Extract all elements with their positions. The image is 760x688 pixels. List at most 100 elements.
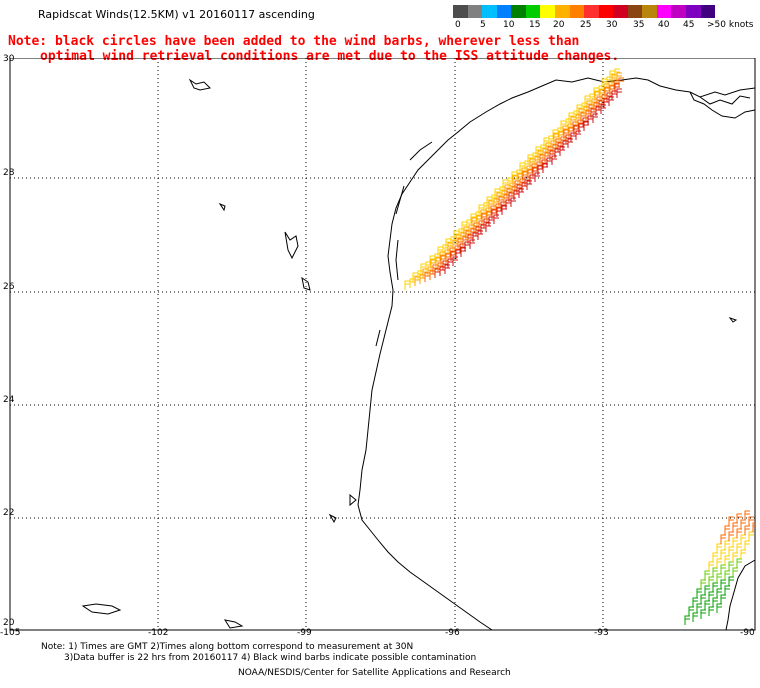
wind-barb	[732, 537, 738, 547]
wind-barb	[744, 510, 750, 520]
colorbar-label: 45	[683, 20, 695, 30]
wind-barb	[494, 188, 500, 198]
wind-barb	[744, 525, 750, 535]
wind-barb	[748, 516, 754, 526]
wind-barb	[502, 179, 508, 189]
wind-barb	[704, 585, 710, 595]
colorbar-label: 30	[606, 20, 618, 30]
map-frame	[9, 58, 756, 631]
wind-barb	[584, 95, 590, 105]
wind-barb	[700, 579, 706, 589]
lon-label: -96	[445, 628, 460, 638]
colorbar-segment	[482, 5, 497, 18]
colorbar-segment	[671, 5, 686, 18]
wind-barb	[696, 588, 702, 598]
lat-label: 26	[3, 282, 15, 292]
colorbar-label: 40	[658, 20, 670, 30]
wind-barb	[736, 513, 742, 523]
colorbar-segment	[642, 5, 657, 18]
wind-barb	[618, 77, 624, 87]
wind-barb	[696, 603, 702, 613]
colorbar-label: 35	[633, 20, 645, 30]
wind-barb	[720, 549, 726, 559]
colorbar-label: >50 knots	[707, 20, 754, 30]
wind-barb	[560, 120, 566, 130]
wind-barb	[684, 615, 690, 625]
wind-barb	[724, 585, 730, 595]
colorbar-label: 25	[580, 20, 592, 30]
colorbar-segment	[511, 5, 526, 18]
wind-barb	[720, 534, 726, 544]
wind-barb	[712, 552, 718, 562]
wind-barb	[740, 534, 746, 544]
wind-barb	[527, 154, 533, 164]
wind-barb	[708, 606, 714, 616]
wind-barb	[552, 129, 558, 139]
wind-barb	[708, 576, 714, 586]
wind-barb	[716, 558, 722, 568]
wind-barb	[700, 609, 706, 619]
wind-barb	[732, 552, 738, 562]
wind-barb	[720, 579, 726, 589]
lat-label: 22	[3, 508, 15, 518]
colorbar-segment	[496, 5, 512, 18]
wind-barb	[429, 255, 435, 265]
wind-barb	[616, 72, 622, 82]
wind-barb	[748, 531, 754, 541]
colorbar-segment	[584, 5, 599, 18]
wind-barb	[601, 78, 607, 88]
wind-barb	[614, 68, 620, 78]
lon-label: -105	[0, 628, 21, 638]
lat-label: 20	[3, 618, 15, 628]
lat-label: 28	[3, 168, 15, 178]
wind-barb	[461, 221, 467, 231]
colorbar-segment	[686, 5, 701, 18]
wind-barb	[724, 570, 730, 580]
colorbar-segment	[656, 5, 672, 18]
wind-barb	[708, 591, 714, 601]
wind-barb	[543, 137, 549, 147]
wind-barb	[700, 594, 706, 604]
wind-barb	[728, 546, 734, 556]
wind-barb	[740, 549, 746, 559]
wind-barb	[692, 612, 698, 622]
wind-barb	[712, 582, 718, 592]
wind-barb	[708, 561, 714, 571]
wind-map	[9, 58, 756, 631]
wind-barb	[609, 70, 615, 80]
wind-barb	[616, 88, 622, 98]
colorbar-label: 0	[455, 20, 461, 30]
wind-barb	[437, 246, 443, 256]
wind-barb	[736, 543, 742, 553]
colorbar-segment	[540, 5, 555, 18]
wind-barb	[486, 196, 492, 206]
wind-barb	[740, 519, 746, 529]
wind-barb	[736, 558, 742, 568]
wind-barb	[704, 570, 710, 580]
wind-barb	[728, 576, 734, 586]
wind-barb	[453, 230, 459, 240]
note-line-1: Note: black circles have been added to t…	[8, 34, 580, 49]
colorbar-segment	[613, 5, 628, 18]
colorbar-segment	[569, 5, 585, 18]
wind-barb	[420, 263, 426, 273]
wind-barb	[470, 213, 476, 223]
colorbar-label: 5	[480, 20, 486, 30]
lon-label: -93	[594, 628, 609, 638]
wind-barb	[712, 567, 718, 577]
wind-barb	[720, 594, 726, 604]
wind-speed-colorbar	[453, 5, 716, 18]
wind-barb	[716, 573, 722, 583]
wind-barb	[724, 555, 730, 565]
wind-barb	[535, 146, 541, 156]
lon-label: -99	[297, 628, 312, 638]
colorbar-segment	[627, 5, 643, 18]
wind-barb	[593, 87, 599, 97]
map-title: Rapidscat Winds(12.5KM) v1 20160117 asce…	[38, 8, 315, 21]
lat-label: 30	[3, 54, 15, 64]
wind-barb	[445, 238, 451, 248]
colorbar-segment	[467, 5, 483, 18]
colorbar-label: 15	[529, 20, 541, 30]
wind-barb	[728, 561, 734, 571]
wind-barbs	[404, 68, 756, 625]
